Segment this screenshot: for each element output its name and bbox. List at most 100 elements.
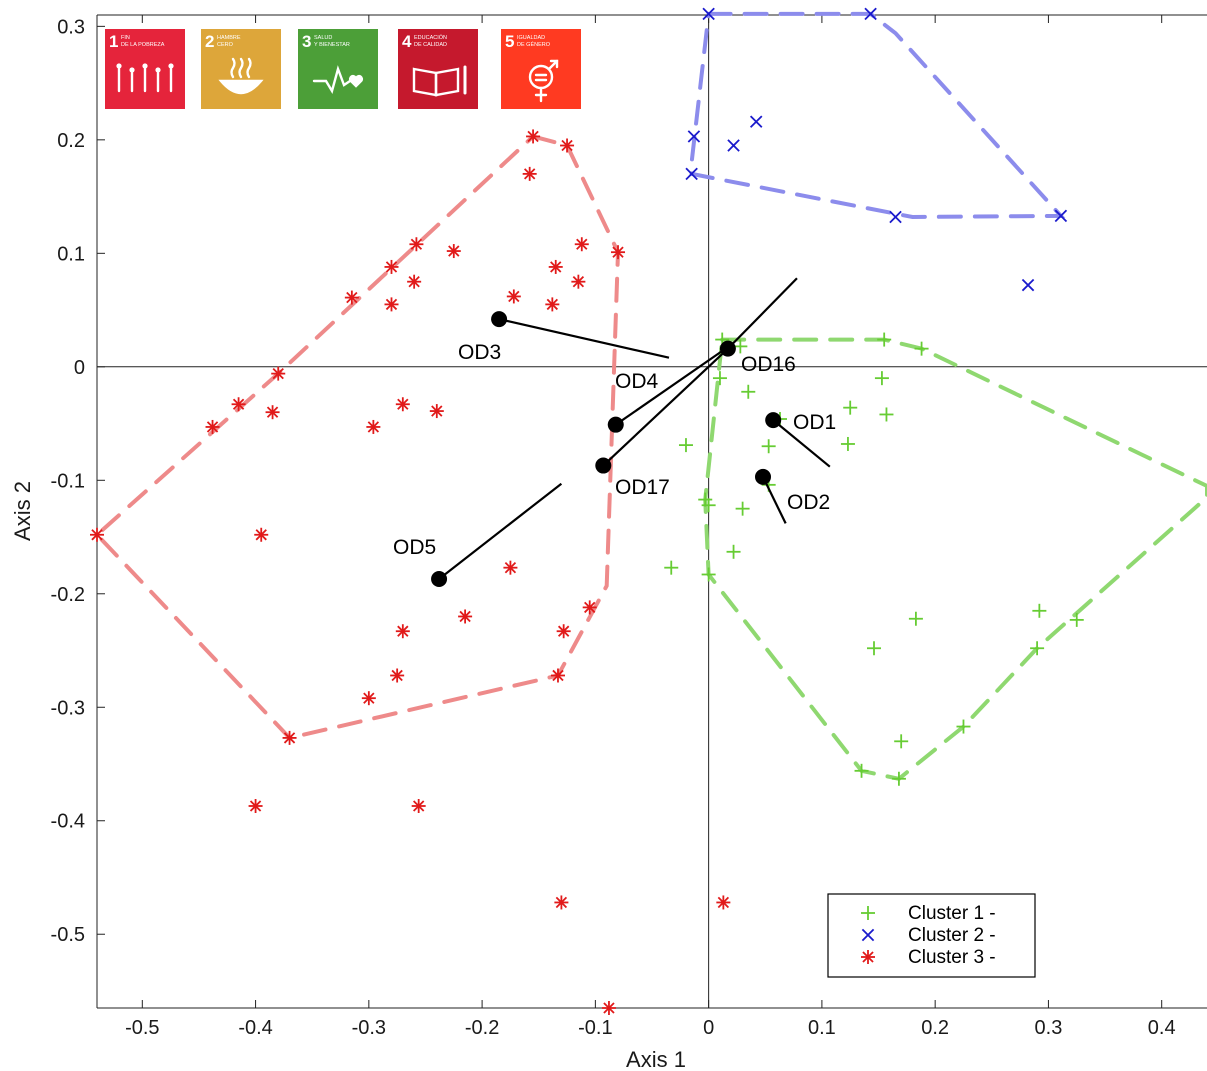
cluster-1-point (1032, 603, 1047, 618)
cluster-1-point (735, 501, 750, 516)
book-right (434, 67, 460, 97)
annotation-label: OD16 (741, 353, 796, 376)
cluster-hull-3 (94, 134, 621, 741)
cluster-3-point (344, 290, 359, 305)
annotation-label: OD3 (458, 341, 501, 364)
x-tick-label: 0.3 (1035, 1017, 1063, 1039)
x-stroke (702, 7, 715, 21)
sdg-logo-title: EDUCACIÓN (414, 34, 447, 41)
asterisk-stroke (572, 276, 585, 288)
cluster-3-point (582, 600, 597, 615)
cluster-3-point (395, 624, 410, 639)
person-head (142, 63, 148, 69)
cluster-1-point (843, 400, 858, 415)
legend: Cluster 1 -Cluster 2 -Cluster 3 - (827, 893, 1036, 978)
cluster-3-point (574, 237, 589, 252)
x-tick-label: -0.4 (238, 1017, 272, 1039)
asterisk-stroke (504, 561, 517, 574)
cluster-1-point (956, 719, 971, 734)
cluster-3-point (384, 297, 399, 312)
cluster-1-point (854, 763, 869, 778)
asterisk-stroke (717, 896, 730, 909)
x-tick-label: 0.1 (808, 1017, 836, 1039)
cluster-3-point (545, 297, 560, 312)
x-stroke (861, 928, 875, 942)
sdg-logo-title: DE GÉNERO (517, 41, 551, 48)
cluster-3-point (409, 237, 424, 252)
asterisk-stroke (412, 800, 425, 812)
book-icon (412, 65, 467, 97)
cluster-3-point (390, 668, 405, 683)
asterisk-stroke (272, 367, 284, 380)
asterisk-stroke (546, 298, 559, 311)
person-head (168, 63, 174, 69)
cluster-1-point (877, 332, 892, 347)
person-head (116, 63, 122, 69)
cluster-3-point (271, 366, 286, 381)
annotation-label: OD2 (787, 491, 830, 514)
annotation-label: OD1 (793, 411, 836, 434)
cluster-1-point (914, 341, 929, 356)
y-tick-label: 0 (74, 357, 85, 379)
x-axis-title: Axis 1 (626, 1047, 686, 1071)
sdg-logo-title: SALUD (314, 35, 332, 41)
cluster-2-point (749, 115, 763, 128)
asterisk-stroke (557, 625, 570, 637)
asterisk-stroke (552, 669, 564, 682)
annotation-dot (719, 340, 736, 357)
cluster-3-point (550, 668, 565, 683)
x-stroke (889, 210, 902, 224)
annotation-line (615, 347, 727, 426)
x-tick-label: 0.4 (1148, 1017, 1176, 1039)
cluster-hulls (94, 11, 1207, 781)
bowl-shape (218, 79, 264, 95)
cluster-3-point (90, 527, 104, 542)
sdg-logo-title: HAMBRE (217, 35, 241, 41)
asterisk-stroke (385, 298, 398, 311)
y-tick-label: 0.2 (57, 130, 85, 152)
asterisk-stroke (508, 290, 520, 303)
asterisk-stroke (91, 529, 103, 541)
cluster-3-point (716, 895, 731, 910)
asterisk-stroke (410, 238, 423, 250)
axes: -0.5 -0.4 -0.3 -0.2 -0.1 0 0.1 0.2 0.3 0.4 0.3 0.2 0… (51, 14, 1207, 1039)
cluster-1-point (712, 371, 727, 386)
annotation-dot (607, 416, 624, 433)
data-points (90, 7, 1084, 1015)
asterisk-stroke (363, 692, 375, 704)
cluster-3-point (560, 138, 575, 153)
cluster-2-point (1021, 278, 1035, 292)
annotation-label: OD17 (615, 476, 670, 499)
cluster-1-point (733, 339, 748, 354)
cluster-1-point (908, 611, 923, 626)
cluster-2-point (1054, 209, 1068, 223)
cluster-2-point (864, 7, 877, 21)
asterisk-stroke (385, 261, 398, 273)
y-tick-label: -0.2 (51, 584, 85, 606)
x-tick-label: -0.5 (125, 1017, 159, 1039)
cluster-2-point (727, 139, 740, 152)
x-stroke (687, 130, 701, 143)
cluster-3-point (611, 245, 626, 260)
x-tick-label: 0 (703, 1017, 714, 1039)
legend-marker (861, 906, 875, 920)
cluster-1-point (840, 436, 855, 451)
cluster-3-point (411, 798, 426, 813)
cluster-3-point (522, 166, 537, 181)
sdg-logo-title: DE LA POBREZA (121, 42, 165, 48)
cluster-1-point (1030, 641, 1045, 656)
cluster-3-point (282, 730, 297, 745)
x-tick-label: -0.2 (465, 1017, 499, 1039)
cluster-1-point (726, 544, 741, 559)
heart (348, 74, 364, 88)
asterisk-stroke (206, 421, 219, 433)
asterisk-stroke (249, 800, 262, 812)
annotation-dot (595, 457, 612, 474)
legend-marker (861, 950, 875, 964)
cluster-3-point (506, 289, 521, 304)
mars-arrow (547, 59, 559, 71)
